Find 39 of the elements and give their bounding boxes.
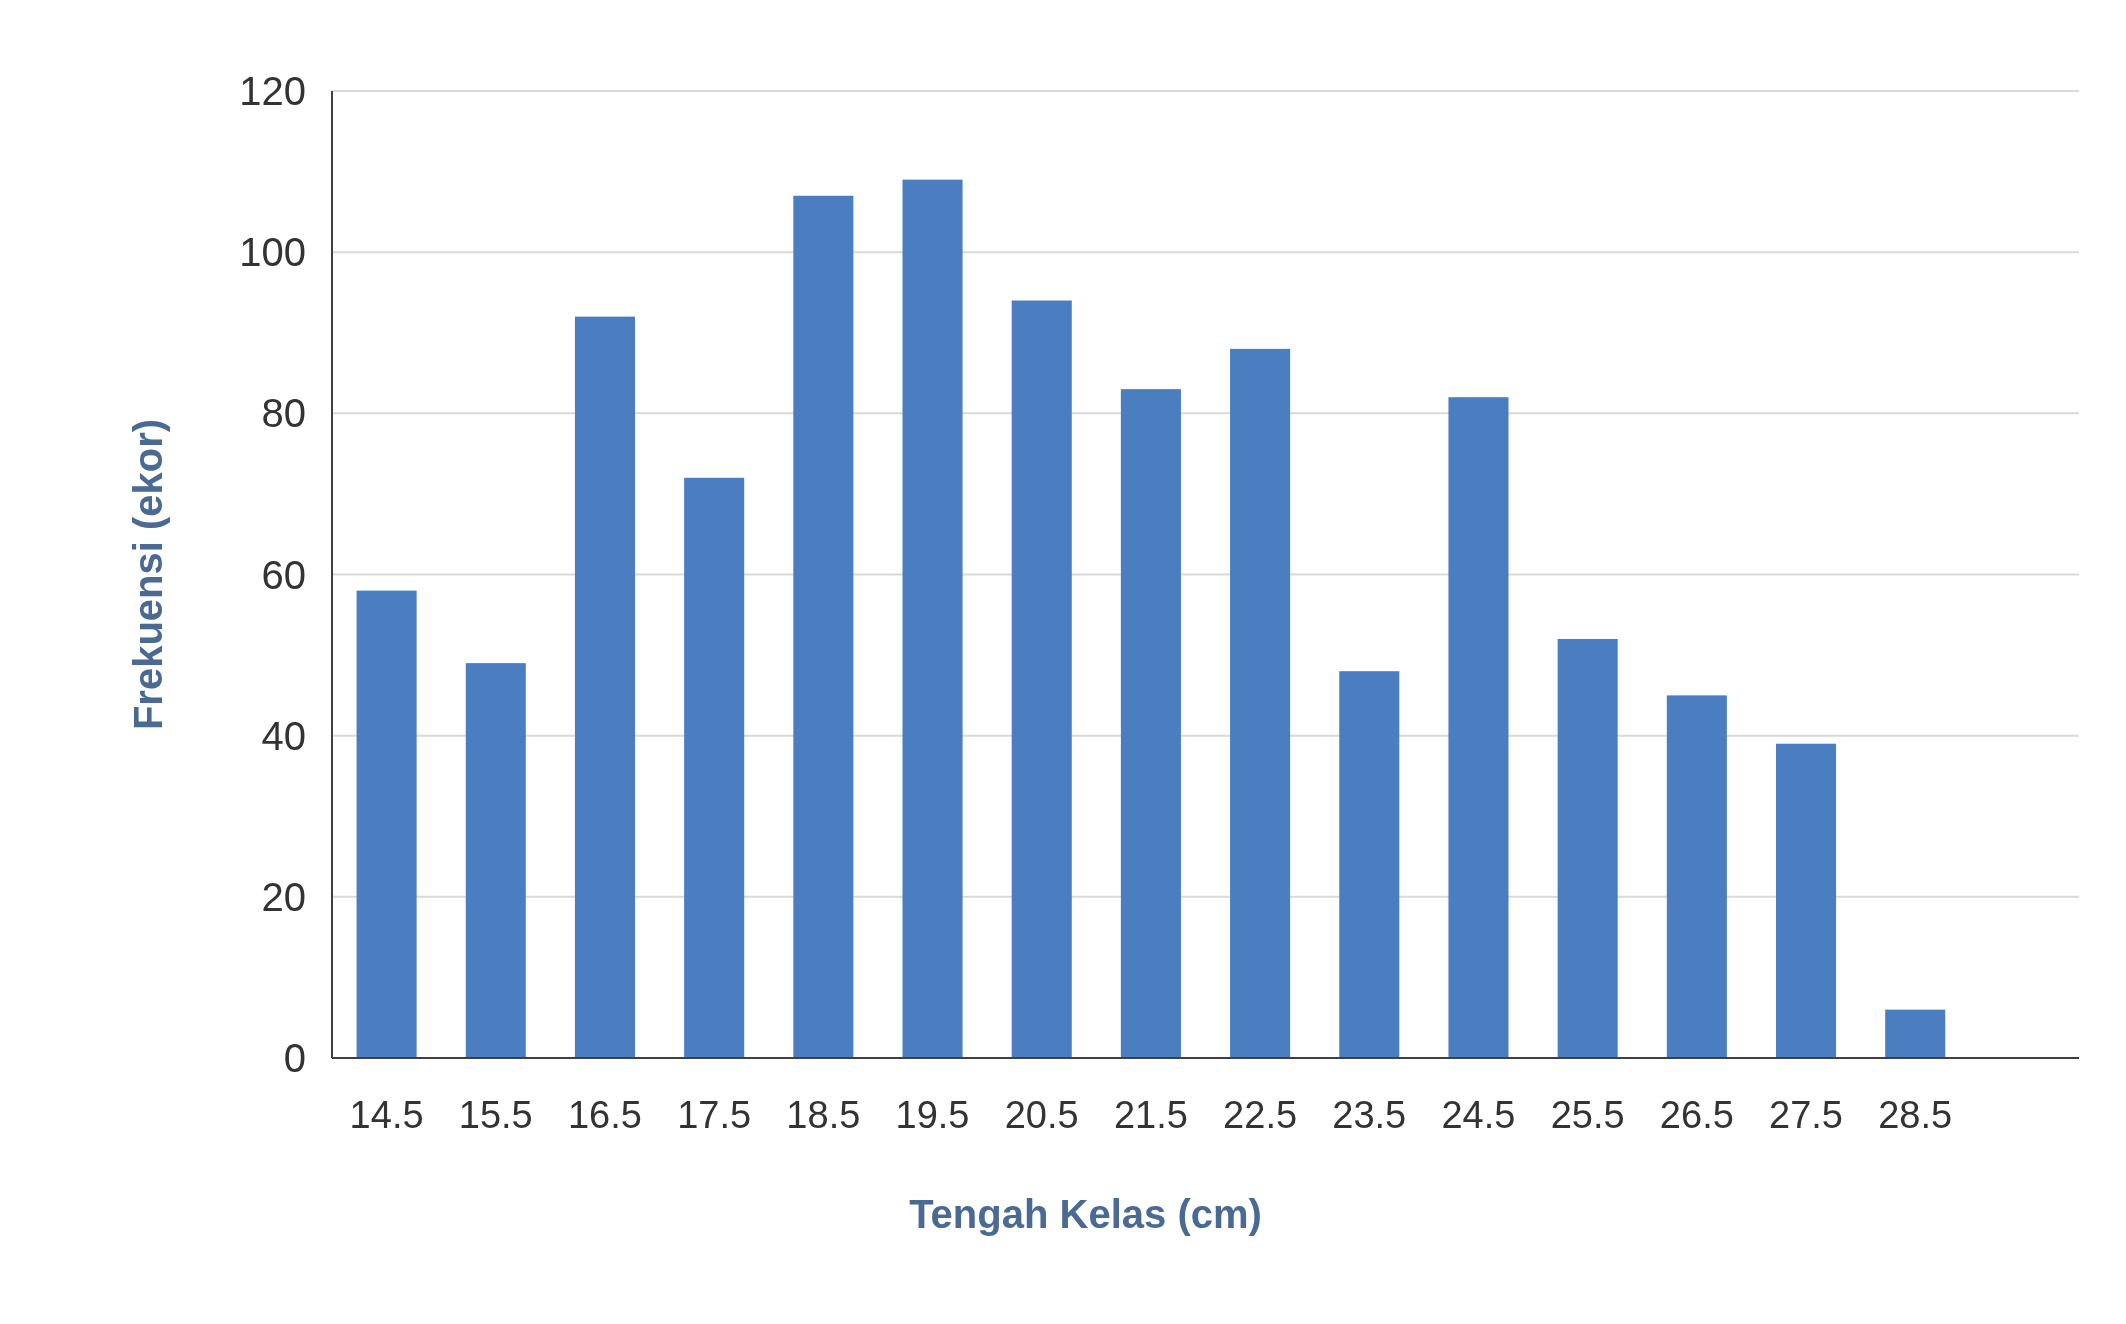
- bar: [1557, 638, 1618, 1058]
- x-tick-label: 21.5: [1113, 1094, 1188, 1136]
- y-tick-label: 40: [261, 713, 306, 758]
- bar: [1230, 348, 1291, 1058]
- x-tick-label: 18.5: [786, 1094, 861, 1136]
- bar: [902, 179, 963, 1058]
- bar: [465, 663, 526, 1058]
- y-tick-label: 80: [261, 391, 306, 436]
- x-tick-label: 25.5: [1550, 1094, 1625, 1136]
- bar: [1339, 671, 1400, 1058]
- x-tick-label: 14.5: [349, 1094, 424, 1136]
- x-tick-label: 17.5: [677, 1094, 752, 1136]
- y-tick-label: 100: [239, 230, 306, 275]
- x-tick-label: 20.5: [1004, 1094, 1079, 1136]
- x-tick-label: 15.5: [458, 1094, 533, 1136]
- x-axis-title: Tengah Kelas (cm): [909, 1192, 1262, 1236]
- x-tick-label: 16.5: [567, 1094, 642, 1136]
- x-tick-label: 23.5: [1332, 1094, 1407, 1136]
- x-tick-label: 26.5: [1659, 1094, 1734, 1136]
- x-tick-label: 22.5: [1223, 1094, 1298, 1136]
- bar: [1120, 389, 1181, 1058]
- bar: [1011, 300, 1072, 1058]
- bar: [1666, 695, 1727, 1058]
- x-tick-label: 27.5: [1769, 1094, 1844, 1136]
- y-tick-label: 60: [261, 552, 306, 597]
- bar: [793, 195, 854, 1058]
- y-axis-title: Frekuensi (ekor): [126, 418, 170, 731]
- y-tick-label: 0: [283, 1036, 306, 1080]
- y-tick-label: 20: [261, 874, 306, 919]
- bar: [1448, 397, 1509, 1058]
- bar: [1885, 1009, 1946, 1058]
- x-tick-label: 24.5: [1441, 1094, 1516, 1136]
- bar: [684, 477, 745, 1058]
- x-tick-label: 28.5: [1878, 1094, 1953, 1136]
- bar: [1776, 743, 1837, 1058]
- x-tick-label: 19.5: [895, 1094, 970, 1136]
- y-tick-label: 120: [239, 69, 306, 113]
- bar: [356, 590, 417, 1058]
- bar: [574, 316, 635, 1058]
